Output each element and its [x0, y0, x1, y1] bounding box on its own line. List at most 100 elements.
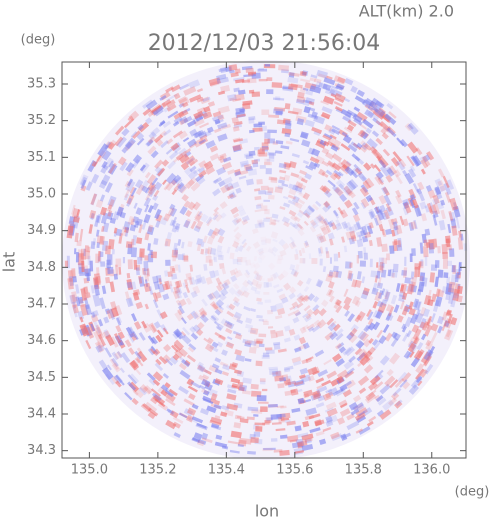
radar-echo	[237, 256, 243, 263]
radar-echo	[356, 89, 365, 98]
radar-echo	[331, 125, 341, 131]
radar-echo	[184, 166, 193, 176]
radar-echo	[381, 299, 388, 307]
radar-echo	[303, 106, 311, 114]
radar-echo	[447, 260, 453, 267]
radar-echo	[208, 259, 213, 266]
radar-echo	[143, 261, 149, 271]
radar-echo	[280, 417, 290, 421]
radar-echo	[363, 252, 368, 260]
radar-echo	[284, 122, 292, 130]
radar-echo	[172, 144, 182, 154]
radar-echo	[101, 150, 112, 161]
radar-echo	[123, 193, 130, 201]
radar-echo	[90, 193, 98, 206]
radar-echo	[194, 210, 204, 221]
radar-echo	[172, 121, 180, 127]
radar-echo	[392, 271, 398, 278]
radar-echo	[245, 178, 254, 186]
radar-echo	[160, 384, 169, 392]
radar-echo	[408, 307, 416, 316]
radar-echo	[189, 326, 197, 334]
radar-echo	[450, 288, 455, 294]
radar-echo	[372, 300, 379, 309]
radar-echo	[327, 322, 337, 332]
radar-echo	[179, 412, 192, 421]
radar-echo	[223, 278, 231, 287]
radar-echo	[292, 201, 299, 206]
radar-echo	[351, 153, 361, 162]
radar-echo	[296, 295, 305, 304]
radar-echo	[181, 194, 189, 202]
radar-echo	[279, 249, 287, 257]
radar-echo	[221, 405, 230, 411]
radar-echo	[357, 129, 366, 138]
radar-echo	[215, 434, 223, 440]
radar-echo	[398, 294, 406, 303]
radar-echo	[267, 309, 273, 315]
radar-echo	[164, 382, 171, 389]
radar-echo	[381, 228, 387, 238]
radar-echo	[297, 182, 307, 191]
radar-echo	[250, 437, 259, 444]
radar-echo	[351, 167, 360, 176]
radar-echo	[385, 312, 393, 322]
radar-echo	[410, 221, 417, 230]
radar-echo	[292, 316, 300, 324]
radar-echo	[215, 277, 222, 286]
radar-echo	[128, 298, 133, 306]
radar-echo	[198, 160, 207, 169]
radar-echo	[430, 264, 438, 271]
radar-echo	[282, 118, 291, 125]
radar-echo	[285, 140, 293, 145]
radar-echo	[381, 288, 386, 296]
radar-echo	[421, 233, 427, 244]
radar-echo	[325, 169, 333, 176]
radar-echo	[322, 95, 335, 105]
radar-echo	[297, 397, 305, 404]
radar-echo	[348, 225, 356, 234]
radar-echo	[150, 127, 161, 137]
radar-echo	[305, 277, 312, 285]
radar-echo	[316, 319, 327, 329]
radar-echo	[414, 266, 419, 278]
radar-echo	[277, 348, 287, 353]
radar-echo	[298, 344, 307, 351]
radar-echo	[386, 167, 395, 177]
radar-echo	[194, 129, 205, 139]
radar-echo	[236, 289, 245, 297]
radar-echo	[416, 207, 422, 217]
radar-echo	[135, 207, 143, 216]
radar-echo	[218, 254, 224, 261]
radar-echo	[79, 228, 84, 242]
radar-echo	[186, 414, 194, 423]
radar-echo	[412, 183, 420, 193]
radar-echo	[302, 70, 309, 77]
radar-echo	[97, 256, 102, 264]
radar-echo	[410, 271, 415, 280]
radar-echo	[122, 256, 126, 264]
radar-echo	[151, 177, 159, 186]
radar-echo	[163, 129, 172, 137]
radar-echo	[327, 221, 334, 228]
radar-echo	[339, 384, 348, 392]
radar-echo	[120, 352, 131, 364]
radar-echo	[406, 155, 415, 167]
radar-echo	[296, 118, 305, 126]
radar-echo	[445, 238, 451, 248]
radar-echo	[322, 134, 332, 141]
radar-echo	[230, 72, 239, 78]
radar-echo	[298, 209, 306, 216]
radar-echo	[424, 228, 431, 236]
radar-echo	[349, 230, 357, 240]
radar-echo	[179, 117, 189, 126]
radar-echo	[119, 161, 128, 172]
radar-echo	[169, 280, 173, 287]
radar-echo	[447, 313, 453, 324]
radar-echo	[147, 335, 155, 344]
radar-echo	[378, 208, 384, 215]
radar-echo	[296, 292, 304, 300]
radar-echo	[288, 72, 295, 78]
radar-echo	[330, 320, 337, 327]
radar-echo	[359, 186, 370, 197]
